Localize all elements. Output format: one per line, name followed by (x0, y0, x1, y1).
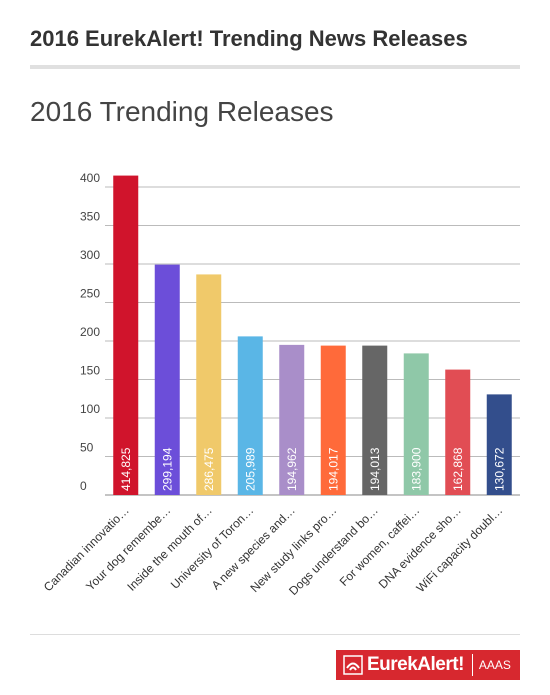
y-tick-label: 200 (80, 325, 100, 339)
bar (196, 274, 222, 495)
bar-value-label: 194,017 (326, 447, 340, 491)
x-tick-label: For women, caffei… (337, 503, 423, 589)
y-tick-label: 250 (80, 287, 100, 301)
bar (320, 345, 346, 495)
bar (113, 175, 139, 495)
y-tick-label: 0 (80, 479, 87, 493)
logo-org: AAAS (478, 658, 511, 672)
page-title: 2016 EurekAlert! Trending News Releases (30, 26, 468, 51)
bar (445, 369, 471, 495)
logo-wordmark: EurekAlert! (367, 654, 464, 675)
y-tick-label: 50 (80, 441, 94, 455)
bar (154, 264, 180, 495)
bar-value-label: 130,672 (492, 447, 506, 491)
bar-value-label: 299,194 (160, 447, 174, 491)
bar-value-label: 414,825 (119, 447, 133, 491)
y-tick-label: 350 (80, 210, 100, 224)
y-tick-label: 150 (80, 364, 100, 378)
bar (237, 336, 263, 495)
header-divider (30, 65, 520, 69)
bar (362, 345, 388, 495)
bar-value-label: 286,475 (202, 447, 216, 491)
bar-value-label: 194,013 (368, 447, 382, 491)
footer-divider (30, 634, 520, 635)
bar (403, 353, 429, 495)
bar (486, 394, 512, 495)
bar-value-label: 194,962 (285, 447, 299, 491)
logo-separator (471, 654, 473, 676)
bar-chart: 050100150200250300350400414,825Canadian … (41, 171, 520, 598)
bar (279, 344, 305, 495)
bar-value-label: 162,868 (451, 447, 465, 491)
y-tick-label: 400 (80, 171, 100, 185)
y-tick-label: 100 (80, 402, 100, 416)
eurekalert-logo: EurekAlert! AAAS (336, 650, 520, 680)
eurekalert-logo-icon (343, 655, 363, 675)
chart-title: 2016 Trending Releases (30, 96, 334, 127)
y-tick-label: 300 (80, 248, 100, 262)
bar-value-label: 205,989 (243, 447, 257, 491)
bar-value-label: 183,900 (409, 447, 423, 491)
